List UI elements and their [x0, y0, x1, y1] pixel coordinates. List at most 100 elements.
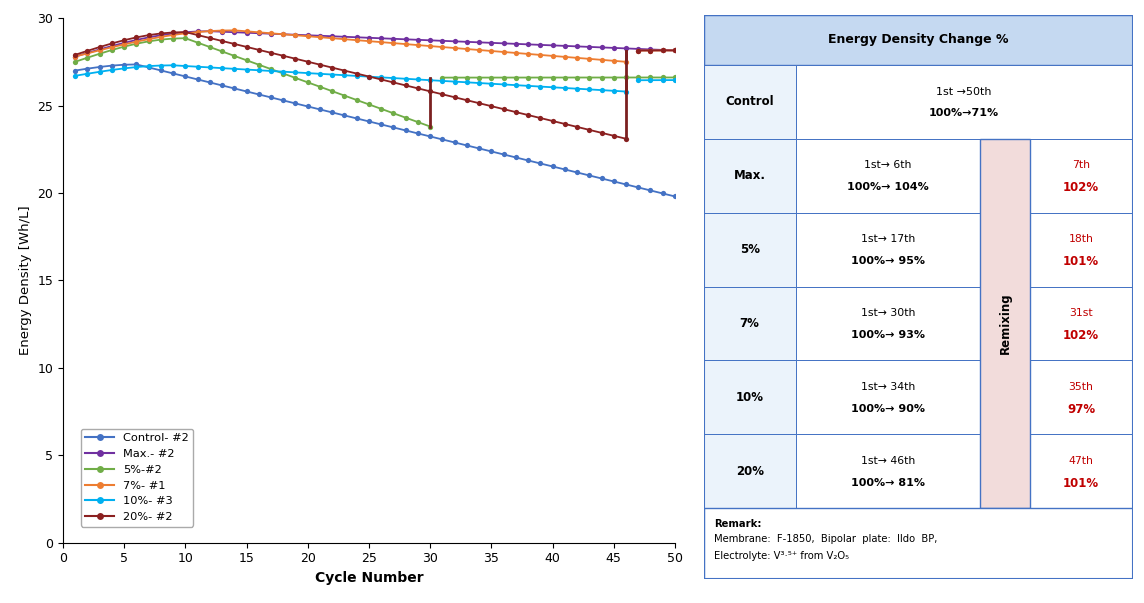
Text: 1st→ 30th: 1st→ 30th [860, 308, 915, 318]
Control- #2 [350, 115, 364, 122]
Text: 102%: 102% [1063, 329, 1099, 342]
Control- #2 [546, 163, 559, 170]
X-axis label: Cycle Number: Cycle Number [315, 571, 423, 585]
Max.- #2 [264, 30, 278, 37]
Control- #2 [277, 97, 291, 104]
Text: 31st: 31st [1070, 308, 1093, 318]
Control- #2 [363, 118, 376, 125]
Max.- #2 [656, 46, 669, 54]
Max.- #2 [436, 37, 450, 45]
Text: 100%→ 104%: 100%→ 104% [848, 183, 929, 192]
Text: 100%→ 95%: 100%→ 95% [851, 256, 925, 267]
Control- #2 [154, 67, 168, 74]
Control- #2 [166, 70, 180, 77]
Max.- #2 [118, 39, 132, 46]
Text: 101%: 101% [1063, 255, 1099, 268]
Control- #2 [436, 136, 450, 143]
Max.- #2 [350, 34, 364, 41]
Max.- #2 [496, 40, 510, 47]
Control- #2 [142, 64, 156, 71]
Control- #2 [337, 112, 351, 119]
Line: Max.- #2: Max.- #2 [72, 28, 677, 59]
Control- #2 [447, 139, 461, 146]
Text: 5%: 5% [740, 243, 760, 256]
Max.- #2 [570, 43, 583, 50]
Max.- #2 [191, 28, 205, 35]
Text: 20%: 20% [736, 465, 764, 478]
Control- #2 [472, 145, 486, 152]
Control- #2 [460, 142, 474, 149]
Bar [1030, 213, 1133, 286]
Text: 100%→71%: 100%→71% [929, 108, 999, 118]
Control- #2 [93, 63, 106, 71]
Max.- #2 [166, 30, 180, 37]
Control- #2 [387, 124, 400, 131]
Control- #2 [533, 160, 547, 167]
Bar [704, 139, 796, 213]
Max.- #2 [533, 41, 547, 48]
Max.- #2 [178, 28, 192, 36]
Control- #2 [288, 100, 302, 107]
Control- #2 [118, 61, 132, 68]
Text: 18th: 18th [1068, 234, 1094, 244]
Max.- #2 [619, 45, 633, 52]
Control- #2 [631, 184, 645, 191]
Control- #2 [485, 148, 499, 155]
Max.- #2 [215, 28, 229, 36]
Control- #2 [656, 190, 669, 197]
Text: 47th: 47th [1068, 456, 1094, 466]
Text: 35th: 35th [1068, 382, 1094, 392]
Text: Energy Density Change %: Energy Density Change % [828, 33, 1008, 46]
Control- #2 [301, 103, 315, 110]
Text: 7th: 7th [1072, 160, 1090, 170]
Max.- #2 [472, 39, 486, 46]
Control- #2 [668, 193, 682, 200]
Control- #2 [240, 88, 254, 95]
Max.- #2 [631, 45, 645, 52]
Text: 100%→ 93%: 100%→ 93% [851, 330, 925, 340]
Text: 100%→ 81%: 100%→ 81% [851, 478, 925, 488]
Max.- #2 [154, 31, 168, 39]
Control- #2 [558, 166, 572, 173]
Max.- #2 [644, 46, 658, 53]
Max.- #2 [69, 53, 82, 60]
Bar [980, 139, 1030, 508]
Control- #2 [595, 175, 609, 182]
Max.- #2 [423, 37, 437, 44]
Max.- #2 [668, 47, 682, 54]
Bar [796, 65, 1133, 139]
Control- #2 [80, 65, 94, 72]
Text: Max.: Max. [733, 169, 765, 182]
Control- #2 [582, 172, 596, 179]
Control- #2 [399, 127, 413, 134]
Control- #2 [619, 181, 633, 188]
Bar [1030, 361, 1133, 434]
Max.- #2 [411, 36, 424, 43]
Bar [704, 286, 796, 361]
Bar [796, 286, 980, 361]
Control- #2 [264, 94, 278, 101]
Max.- #2 [325, 33, 339, 40]
Control- #2 [423, 133, 437, 140]
Control- #2 [313, 106, 327, 113]
Max.- #2 [301, 31, 315, 39]
Control- #2 [178, 73, 192, 80]
Text: Control: Control [725, 95, 774, 108]
Max.- #2 [522, 41, 535, 48]
Max.- #2 [558, 42, 572, 49]
Control- #2 [215, 82, 229, 89]
Bar [1030, 286, 1133, 361]
Max.- #2 [374, 35, 388, 42]
Max.- #2 [228, 28, 241, 36]
Control- #2 [325, 109, 339, 116]
Control- #2 [607, 178, 621, 185]
Text: 100%→ 90%: 100%→ 90% [851, 404, 925, 414]
Text: Remark:: Remark: [714, 519, 762, 529]
Bar [1030, 139, 1133, 213]
Max.- #2 [546, 42, 559, 49]
Control- #2 [411, 130, 424, 137]
Y-axis label: Energy Density [Wh/L]: Energy Density [Wh/L] [18, 206, 32, 355]
Max.- #2 [313, 32, 327, 39]
Control- #2 [496, 151, 510, 158]
Bar [796, 434, 980, 508]
